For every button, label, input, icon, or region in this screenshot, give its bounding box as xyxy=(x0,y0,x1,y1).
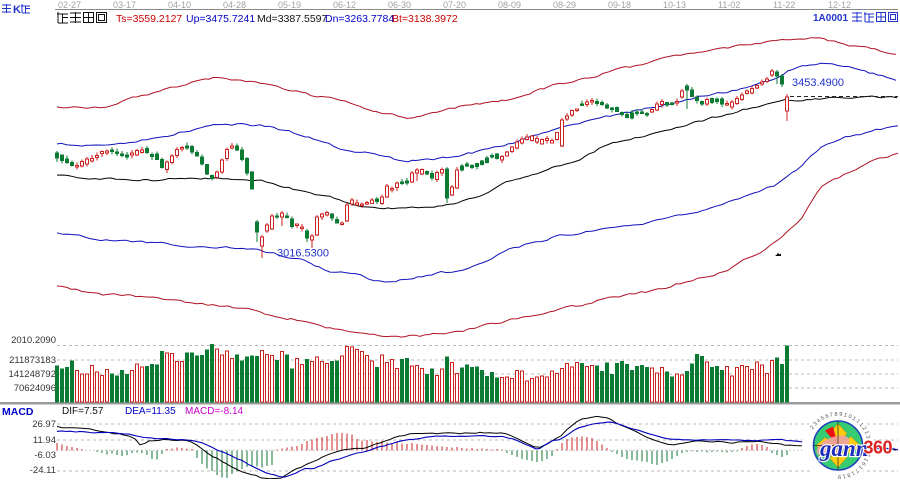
svg-text:11-22: 11-22 xyxy=(773,0,795,10)
svg-text:9: 9 xyxy=(839,412,843,418)
svg-text:11-02: 11-02 xyxy=(718,0,740,10)
svg-text:MACD: MACD xyxy=(2,406,34,418)
svg-text:11.94: 11.94 xyxy=(33,435,56,446)
svg-text:6: 6 xyxy=(825,413,830,420)
svg-text:4: 4 xyxy=(866,445,872,448)
svg-text:1: 1 xyxy=(843,412,847,419)
svg-text:8: 8 xyxy=(846,471,851,478)
svg-text:Up=3475.7241: Up=3475.7241 xyxy=(186,13,255,25)
svg-text:Ts=3559.2127: Ts=3559.2127 xyxy=(116,13,182,25)
svg-text:9: 9 xyxy=(838,473,841,479)
svg-text:08-09: 08-09 xyxy=(498,0,521,10)
svg-text:1: 1 xyxy=(842,472,846,478)
svg-text:09-18: 09-18 xyxy=(608,0,631,10)
svg-text:2: 2 xyxy=(809,425,816,431)
svg-text:03-17: 03-17 xyxy=(113,0,136,10)
svg-text:5: 5 xyxy=(820,415,826,422)
svg-text:10-13: 10-13 xyxy=(663,0,686,10)
svg-text:2: 2 xyxy=(860,426,867,432)
svg-text:Bt=3138.3972: Bt=3138.3972 xyxy=(392,13,458,25)
svg-text:K: K xyxy=(13,4,21,16)
svg-text:08-29: 08-29 xyxy=(553,0,576,10)
svg-text:02-27: 02-27 xyxy=(58,0,81,10)
svg-text:7: 7 xyxy=(829,412,833,419)
svg-text:05-19: 05-19 xyxy=(278,0,301,10)
svg-text:1: 1 xyxy=(865,449,871,453)
svg-text:1: 1 xyxy=(858,422,865,428)
svg-text:04-10: 04-10 xyxy=(168,0,191,10)
svg-text:07-20: 07-20 xyxy=(443,0,466,10)
svg-text:Dn=3263.7784: Dn=3263.7784 xyxy=(325,13,394,25)
svg-text:12-12: 12-12 xyxy=(828,0,851,10)
svg-text:DIF=7.57: DIF=7.57 xyxy=(62,406,104,417)
svg-text:-6.03: -6.03 xyxy=(34,450,56,461)
svg-text:211873183: 211873183 xyxy=(9,355,56,366)
svg-text:4: 4 xyxy=(816,418,822,425)
svg-text:gann: gann xyxy=(819,436,869,461)
svg-text:360: 360 xyxy=(864,438,893,458)
svg-text:04-28: 04-28 xyxy=(223,0,246,10)
svg-text:26.97: 26.97 xyxy=(32,419,56,430)
svg-text:Md=3387.5597: Md=3387.5597 xyxy=(257,13,328,25)
svg-text:1: 1 xyxy=(855,418,861,425)
svg-text:1: 1 xyxy=(865,440,871,444)
svg-text:7: 7 xyxy=(854,467,860,474)
svg-text:06-12: 06-12 xyxy=(333,0,356,10)
svg-text:3: 3 xyxy=(812,421,818,427)
svg-text:8: 8 xyxy=(834,412,837,418)
svg-text:6: 6 xyxy=(860,460,867,466)
svg-text:DEA=11.35: DEA=11.35 xyxy=(125,406,176,417)
svg-text:3016.5300: 3016.5300 xyxy=(277,248,329,260)
svg-text:5: 5 xyxy=(864,453,871,458)
svg-text:06-30: 06-30 xyxy=(388,0,411,10)
svg-text:3: 3 xyxy=(864,435,871,440)
svg-text:70624096: 70624096 xyxy=(14,383,56,394)
svg-text:-24.11: -24.11 xyxy=(30,465,56,476)
svg-text:MACD=-8.14: MACD=-8.14 xyxy=(185,406,244,417)
svg-text:1: 1 xyxy=(863,430,870,435)
svg-text:1: 1 xyxy=(850,469,856,476)
svg-text:3453.4900: 3453.4900 xyxy=(792,77,844,89)
svg-text:0: 0 xyxy=(847,414,852,421)
svg-text:1: 1 xyxy=(862,457,869,462)
svg-text:1: 1 xyxy=(857,464,863,470)
svg-text:1: 1 xyxy=(851,416,857,423)
svg-text:141248792: 141248792 xyxy=(8,369,56,380)
svg-text:1A0001: 1A0001 xyxy=(813,13,848,24)
svg-text:2010.2090: 2010.2090 xyxy=(11,335,56,346)
